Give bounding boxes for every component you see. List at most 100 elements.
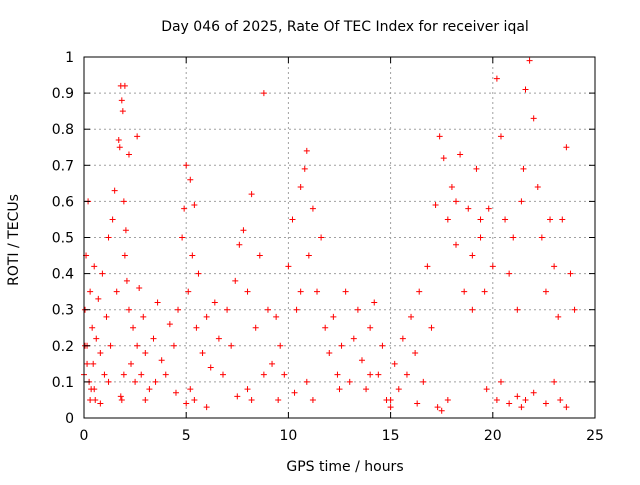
data-point — [116, 144, 123, 151]
data-point — [120, 371, 127, 378]
data-point — [224, 306, 231, 313]
data-point — [256, 252, 263, 259]
data-point — [416, 288, 423, 295]
data-point — [461, 288, 468, 295]
data-point — [571, 306, 578, 313]
data-point — [526, 57, 533, 64]
data-point — [444, 216, 451, 223]
data-point — [172, 389, 179, 396]
data-point — [150, 335, 157, 342]
data-point — [563, 144, 570, 151]
y-tick-label: 0.7 — [52, 158, 74, 174]
data-point — [453, 241, 460, 248]
data-point — [477, 216, 484, 223]
data-point — [101, 371, 108, 378]
data-point — [303, 378, 310, 385]
x-tick-label: 5 — [182, 428, 191, 444]
data-point — [434, 404, 441, 411]
data-point — [95, 295, 102, 302]
data-point — [103, 313, 110, 320]
data-point — [518, 198, 525, 205]
data-point — [387, 396, 394, 403]
data-point — [493, 75, 500, 82]
data-point — [125, 151, 132, 158]
data-point — [444, 396, 451, 403]
data-point — [111, 187, 118, 194]
data-point — [395, 386, 402, 393]
data-point — [309, 205, 316, 212]
data-point — [465, 205, 472, 212]
data-point — [367, 371, 374, 378]
data-point — [309, 396, 316, 403]
data-point — [408, 313, 415, 320]
data-point — [207, 364, 214, 371]
data-point — [117, 393, 124, 400]
data-point — [99, 270, 106, 277]
data-point — [166, 321, 173, 328]
data-point — [170, 342, 177, 349]
data-point — [134, 133, 141, 140]
data-point — [105, 378, 112, 385]
y-tick-label: 0.6 — [52, 194, 74, 210]
data-point — [448, 183, 455, 190]
data-point — [322, 324, 329, 331]
data-point — [154, 299, 161, 306]
data-point — [457, 151, 464, 158]
data-point — [469, 252, 476, 259]
data-point — [264, 306, 271, 313]
data-point — [91, 263, 98, 270]
x-axis-label: GPS time / hours — [286, 459, 403, 475]
data-point — [232, 277, 239, 284]
data-point — [371, 299, 378, 306]
data-point — [534, 183, 541, 190]
data-point — [260, 90, 267, 97]
data-point — [244, 288, 251, 295]
data-point — [514, 393, 521, 400]
data-point — [289, 216, 296, 223]
data-point — [520, 165, 527, 172]
data-point — [179, 234, 186, 241]
data-point — [469, 306, 476, 313]
data-point — [555, 313, 562, 320]
data-point — [187, 386, 194, 393]
data-point — [420, 378, 427, 385]
data-point — [358, 357, 365, 364]
data-point — [132, 378, 139, 385]
data-point — [297, 288, 304, 295]
data-point — [453, 198, 460, 205]
data-point — [203, 313, 210, 320]
data-point — [305, 252, 312, 259]
data-point — [375, 371, 382, 378]
chart-title: Day 046 of 2025, Rate Of TEC Index for r… — [161, 19, 529, 35]
data-point — [97, 350, 104, 357]
data-point — [563, 404, 570, 411]
data-point — [414, 400, 421, 407]
data-point — [105, 234, 112, 241]
data-point — [191, 396, 198, 403]
data-point — [269, 360, 276, 367]
data-point — [542, 288, 549, 295]
data-point — [489, 263, 496, 270]
data-point — [281, 371, 288, 378]
data-point — [203, 404, 210, 411]
data-point — [140, 313, 147, 320]
data-point — [199, 350, 206, 357]
y-tick-label: 0.2 — [52, 339, 74, 355]
data-point — [87, 396, 94, 403]
data-point — [142, 350, 149, 357]
data-point — [338, 342, 345, 349]
data-point — [493, 396, 500, 403]
data-point — [158, 357, 165, 364]
data-point — [211, 299, 218, 306]
data-point — [107, 342, 114, 349]
y-tick-label: 0.4 — [52, 267, 74, 283]
data-point — [297, 183, 304, 190]
x-tick-label: 0 — [80, 428, 89, 444]
data-point — [346, 378, 353, 385]
data-points — [81, 57, 578, 414]
data-point — [240, 227, 247, 234]
data-point — [559, 216, 566, 223]
data-point — [252, 324, 259, 331]
